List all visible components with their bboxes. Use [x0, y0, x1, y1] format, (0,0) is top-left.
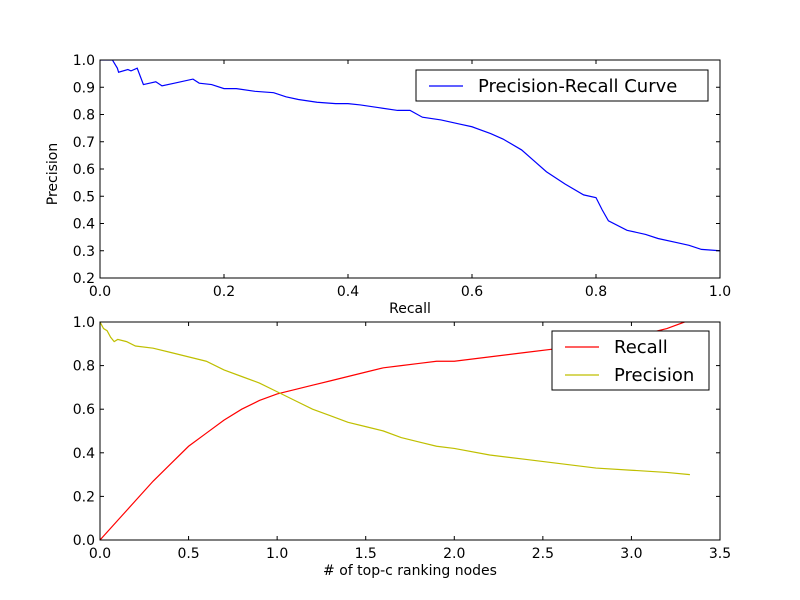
x-tick-label: 0.6 — [461, 284, 483, 300]
x-tick-label: 0.5 — [177, 546, 199, 562]
legend-label: Recall — [614, 337, 668, 358]
y-tick-label: 0.2 — [73, 271, 95, 287]
y-tick-label: 1.0 — [73, 315, 95, 331]
y-tick-label: 0.0 — [73, 533, 95, 549]
y-tick-label: 0.9 — [73, 80, 95, 96]
y-tick-label: 0.7 — [73, 135, 95, 151]
y-tick-label: 0.4 — [73, 217, 95, 233]
x-tick-label: 2.0 — [443, 546, 465, 562]
x-tick-label: 2.5 — [532, 546, 554, 562]
legend-label: Precision-Recall Curve — [478, 76, 677, 97]
x-tick-label: 0.8 — [585, 284, 607, 300]
recall-precision-chart: 0.0 0.5 1.0 1.5 2.0 2.5 3.0 3.5 0.0 0.2 0.4 0.6 0.8 1… — [73, 315, 731, 579]
series-line-1-1 — [100, 322, 690, 476]
y-tick-label: 0.5 — [73, 189, 95, 205]
series-line-1-0 — [100, 322, 685, 540]
legend-box — [415, 69, 709, 102]
y-tick-label: 0.3 — [73, 244, 95, 260]
y-axis-label: Precision — [45, 143, 61, 205]
y-tick-label: 1.0 — [73, 53, 95, 69]
x-tick-label: 3.5 — [709, 546, 731, 562]
y-tick-label: 0.8 — [73, 108, 95, 124]
axes-frame-1 — [99, 321, 721, 541]
x-tick-label: 1.5 — [355, 546, 377, 562]
x-tick-label: 1.0 — [709, 284, 731, 300]
x-tick-label: 1.0 — [266, 546, 288, 562]
x-tick-label: 0.0 — [89, 284, 111, 300]
y-tick-label: 0.6 — [73, 162, 95, 178]
series-line-0-0 — [100, 60, 720, 252]
y-tick-label: 0.2 — [73, 489, 95, 505]
legend-label: Precision — [614, 365, 694, 386]
x-tick-label: 0.0 — [89, 546, 111, 562]
legend-box — [551, 330, 710, 391]
y-tick-label: 0.4 — [73, 446, 95, 462]
y-tick-label: 0.6 — [73, 402, 95, 418]
x-tick-label: 0.2 — [213, 284, 235, 300]
x-axis-label: # of top-c ranking nodes — [323, 563, 497, 579]
y-tick-label: 0.8 — [73, 359, 95, 375]
x-tick-label: 3.0 — [620, 546, 642, 562]
x-axis-label: Recall — [389, 301, 431, 317]
x-tick-label: 0.4 — [337, 284, 359, 300]
pr-curve-chart: 0.0 0.2 0.4 0.6 0.8 1.00.20.30.40.50.60.70.80… — [45, 53, 731, 317]
